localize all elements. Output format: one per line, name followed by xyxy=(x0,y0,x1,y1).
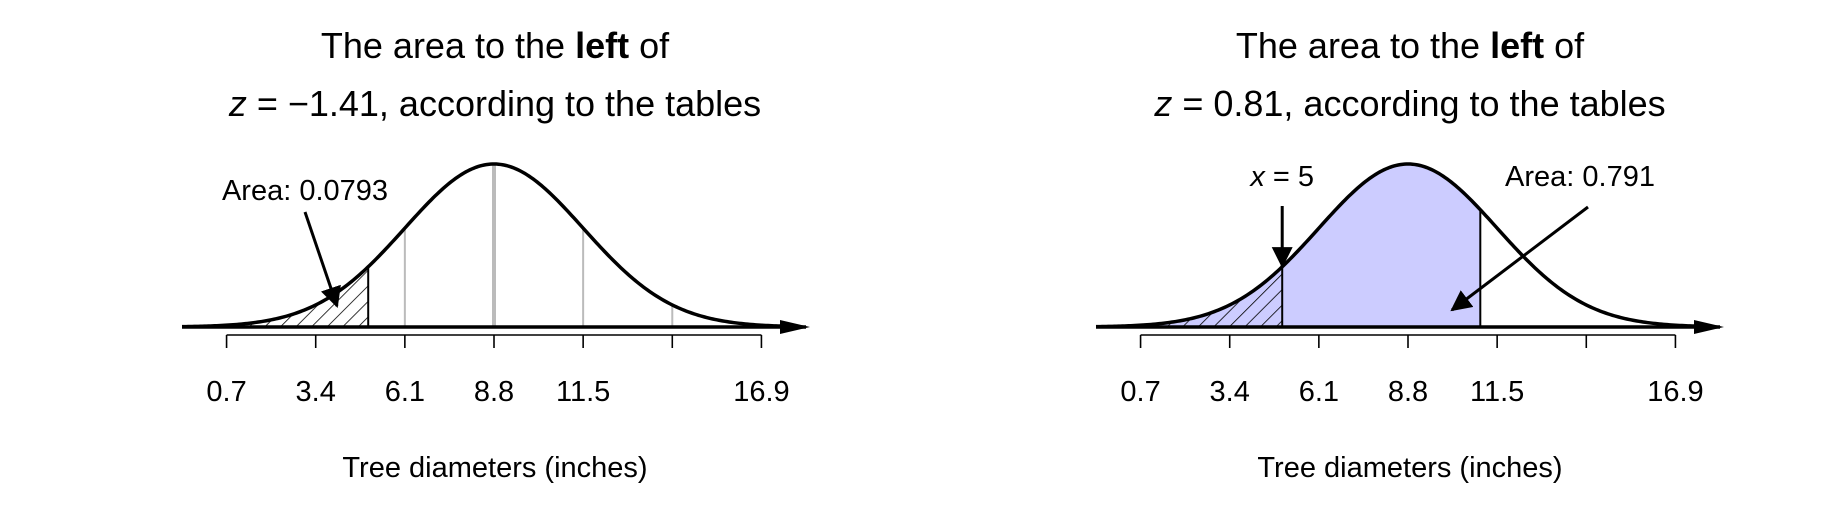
baseline-arrowhead xyxy=(780,320,810,334)
panel-1-title-line2: z = −1.41, according to the tables xyxy=(228,83,761,124)
x-tick-label: 11.5 xyxy=(556,376,610,408)
x-tick-label: 0.7 xyxy=(206,376,246,408)
shaded-area-hatched xyxy=(1096,266,1283,327)
area-annotation-arrow xyxy=(1450,205,1589,312)
x-tick-label: 8.8 xyxy=(474,376,514,408)
shaded-area xyxy=(1096,164,1481,327)
density-curve xyxy=(181,162,795,329)
x-tick-label: 6.1 xyxy=(385,376,425,408)
panel-2-plot: 0.7 3.4 6.1 8.8 11.5 16.9 x = 5 Area: 0.791 xyxy=(1095,161,1724,408)
panel-2-x-axis-label: Tree diameters (inches) xyxy=(1257,452,1562,484)
baseline-arrowhead xyxy=(1694,320,1724,334)
x-tick-label: 3.4 xyxy=(296,376,336,408)
x-tick-label: 16.9 xyxy=(733,376,789,408)
shaded-area-hatched xyxy=(182,266,369,327)
panel-1-plot: 0.7 3.4 6.1 8.8 11.5 16.9 Area: 0.0793 xyxy=(181,162,810,408)
area-annotation-label: Area: 0.0793 xyxy=(222,175,388,207)
panel-1: The area to the left of z = −1.41, accor… xyxy=(181,25,810,484)
area-annotation-label: Area: 0.791 xyxy=(1505,161,1655,193)
x-tick-label: 0.7 xyxy=(1120,376,1160,408)
x-tick-label: 11.5 xyxy=(1470,376,1524,408)
x-tick-label: 8.8 xyxy=(1388,376,1428,408)
area-annotation-arrow xyxy=(303,211,341,308)
panel-1-x-axis-label: Tree diameters (inches) xyxy=(342,452,647,484)
density-curve xyxy=(1095,162,1709,329)
x-tick-label: 16.9 xyxy=(1647,376,1703,408)
x-tick-label: 3.4 xyxy=(1210,376,1250,408)
x-marker-label: x = 5 xyxy=(1248,161,1314,193)
panel-2-title-line1: The area to the left of xyxy=(1236,25,1585,66)
panel-2: The area to the left of z = 0.81, accord… xyxy=(1095,25,1724,484)
panel-1-title-line1: The area to the left of xyxy=(321,25,670,66)
x-tick-label: 6.1 xyxy=(1299,376,1339,408)
panel-2-title-line2: z = 0.81, according to the tables xyxy=(1153,83,1665,124)
